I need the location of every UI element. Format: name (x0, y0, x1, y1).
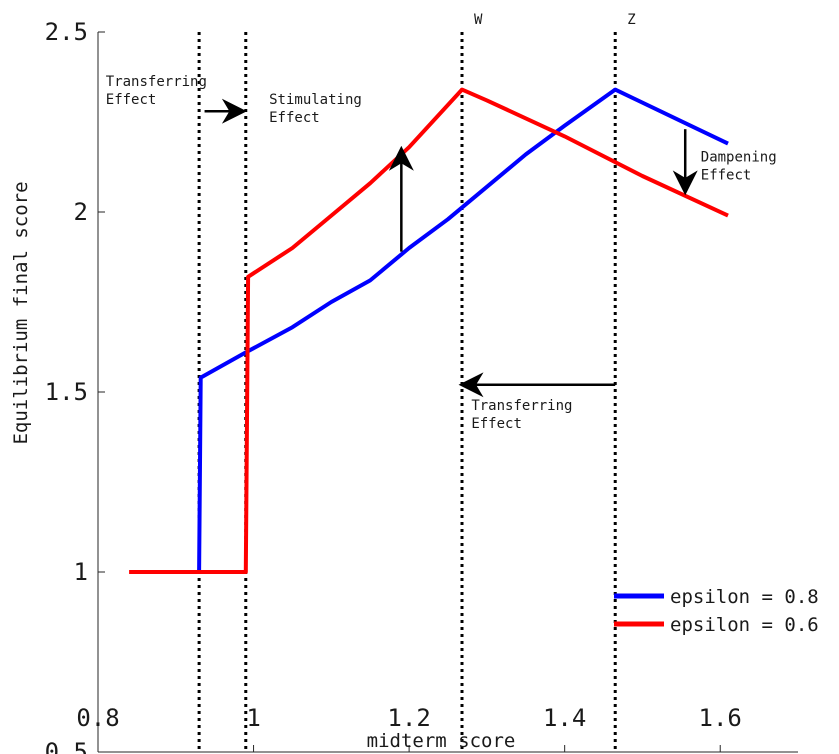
y-tick-label: 2 (74, 198, 88, 226)
x-tick-label: 1.6 (699, 704, 742, 732)
annotation-line: Effect (471, 416, 522, 432)
legend: epsilon = 0.8 epsilon = 0.6 (614, 586, 819, 636)
reference-line-label: Z (627, 12, 635, 28)
annotation-line: Stimulating (269, 92, 362, 108)
x-tick-label: 1.2 (387, 704, 430, 732)
annotation-line: Transferring (106, 74, 207, 90)
series-lines (129, 87, 729, 574)
annotation-text: Transferring Effect (471, 398, 572, 432)
x-tick-label: 1 (246, 704, 260, 732)
x-axis-ticks: 0.8 1 1.2 1.4 1.6 (76, 704, 742, 752)
y-tick-label: 2.5 (45, 18, 88, 46)
y-tick-label: 1.5 (45, 378, 88, 406)
y-axis-label: Equilibrium final score (10, 181, 32, 444)
annotation-arrows (204, 98, 698, 398)
x-tick-label: 1.4 (543, 704, 586, 732)
series-line (197, 87, 729, 573)
annotation-line: Effect (701, 168, 752, 184)
annotation-line: Transferring (471, 398, 572, 414)
annotation-text: Dampening Effect (701, 150, 777, 184)
annotation-text: Stimulating Effect (269, 92, 362, 126)
annotation-line: Effect (269, 110, 320, 126)
plot-area (97, 32, 798, 753)
reference-line-label: W (474, 12, 483, 28)
y-axis-ticks: 0.5 1 1.5 2 2.5 (45, 18, 105, 754)
annotation-line: Dampening (701, 150, 777, 166)
series-line (129, 87, 729, 574)
y-tick-label: 1 (74, 558, 88, 586)
annotation-line: Effect (106, 92, 157, 108)
y-tick-label: 0.5 (45, 738, 88, 754)
annotation-labels: Transferring Effect Stimulating EffectDampe… (106, 74, 777, 432)
annotation-text: Transferring Effect (106, 74, 207, 108)
x-tick-label: 0.8 (76, 704, 119, 732)
x-axis-label: midterm score (367, 730, 516, 752)
legend-label: epsilon = 0.6 (670, 614, 819, 636)
legend-label: epsilon = 0.8 (670, 586, 819, 608)
